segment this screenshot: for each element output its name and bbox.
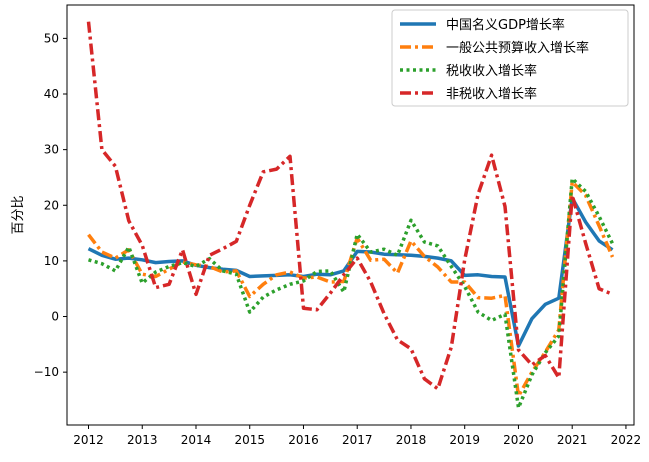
series-layer	[86, 21, 615, 410]
x-tick-label: 2013	[127, 433, 158, 447]
x-tick-label: 2014	[181, 433, 212, 447]
x-tick-label: 2022	[611, 433, 642, 447]
y-tick-label: 20	[44, 198, 59, 212]
x-tick-label: 2016	[288, 433, 319, 447]
y-tick-label: −10	[34, 365, 59, 379]
x-tick-label: 2019	[449, 433, 480, 447]
series-line-1	[87, 196, 614, 348]
x-tick-label: 2012	[73, 433, 104, 447]
y-tick-label: 10	[44, 254, 59, 268]
x-tick-label: 2017	[342, 433, 373, 447]
y-axis: −10 0 10 20 30 40 50	[34, 31, 67, 379]
x-axis: 2012 2013 2014 2015 2016 2017 2018 2019 2020 2021…	[73, 425, 641, 447]
legend-box	[391, 9, 629, 107]
y-tick-label: 30	[44, 143, 59, 157]
x-tick-label: 2021	[557, 433, 588, 447]
legend-label-2: 一般公共预算收入增长率	[446, 40, 589, 56]
x-tick-label: 2018	[396, 433, 427, 447]
series-line-4	[86, 21, 614, 391]
series-line-3	[88, 176, 615, 410]
y-tick-label: 50	[44, 31, 59, 45]
legend-label-1: 中国名义GDP增长率	[446, 17, 565, 33]
y-axis-label: 百分比	[11, 195, 26, 234]
plot-frame	[66, 4, 635, 426]
x-tick-label: 2020	[503, 433, 534, 447]
y-tick-label: 40	[44, 87, 59, 101]
x-tick-label: 2015	[234, 433, 265, 447]
legend-label-3: 税收收入增长率	[446, 63, 537, 79]
legend-label-4: 非税收入增长率	[446, 86, 537, 102]
y-tick-label: 0	[51, 310, 59, 324]
